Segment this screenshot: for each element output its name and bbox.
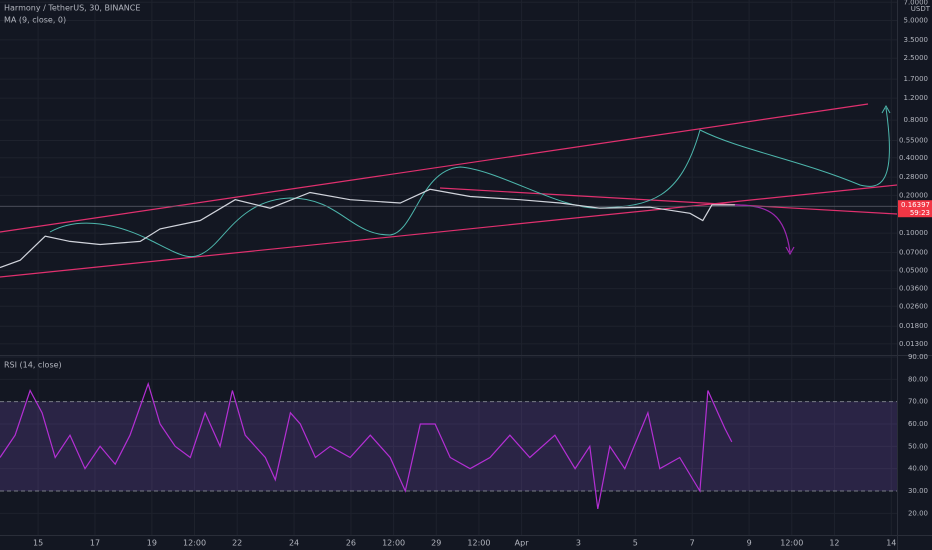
price-line (0, 188, 735, 269)
chart-title: Harmony / TetherUS, 30, BINANCE (4, 4, 140, 13)
x-tick-label: Apr (515, 539, 530, 548)
last-price-label: 0.16397 (901, 201, 930, 209)
y-tick-label: 0.28000 (899, 173, 928, 181)
y-tick-label: 7.0000 (904, 0, 929, 6)
trend-line (0, 184, 898, 278)
y-tick-label: 30.00 (908, 487, 928, 495)
x-tick-label: 24 (289, 539, 299, 548)
x-tick-label: 9 (747, 539, 752, 548)
y-tick-label: 0.05000 (899, 267, 928, 275)
unit-label: USDT (911, 5, 931, 13)
indicator-label: RSI (14, close) (4, 361, 62, 370)
y-tick-label: 60.00 (908, 420, 928, 428)
x-tick-label: 26 (346, 539, 356, 548)
x-tick-label: 5 (633, 539, 638, 548)
y-tick-label: 20.00 (908, 509, 928, 517)
projection-curve (49, 107, 890, 258)
y-tick-label: 0.03600 (899, 285, 928, 293)
rsi-band (0, 401, 897, 492)
y-tick-label: 90.00 (908, 353, 928, 361)
x-tick-label: 17 (90, 539, 100, 548)
y-tick-label: 5.0000 (904, 17, 929, 25)
trend-line (0, 103, 869, 233)
last-price-box (898, 200, 932, 218)
y-tick-label: 40.00 (908, 465, 928, 473)
x-tick-label: 7 (690, 539, 695, 548)
x-tick-label: 19 (147, 539, 157, 548)
x-tick-label: 12:00 (382, 539, 405, 548)
x-tick-label: 15 (33, 539, 43, 548)
y-tick-label: 70.00 (908, 398, 928, 406)
y-tick-label: 0.40000 (899, 154, 928, 162)
y-tick-label: 0.10000 (899, 229, 928, 237)
price-line (0, 381, 733, 510)
x-tick-label: 12 (829, 539, 839, 548)
y-tick-label: 3.5000 (904, 36, 929, 44)
x-tick-label: 29 (431, 539, 441, 548)
arrow-head (881, 104, 891, 114)
x-tick-label: 22 (232, 539, 242, 548)
y-tick-label: 0.01300 (899, 340, 928, 348)
x-tick-label: 12:00 (183, 539, 206, 548)
projection-curve (734, 204, 791, 253)
x-tick-label: 3 (576, 539, 581, 548)
y-tick-label: 0.07000 (899, 248, 928, 256)
y-tick-label: 2.5000 (904, 54, 929, 62)
trend-line (439, 187, 898, 215)
drawings (0, 103, 898, 278)
x-tick-label: 12:00 (467, 539, 490, 548)
x-tick-label: 12:00 (780, 539, 803, 548)
indicator-label: MA (9, close, 0) (4, 16, 66, 25)
x-tick-label: 14 (886, 539, 896, 548)
y-tick-label: 0.55000 (899, 136, 928, 144)
y-tick-label: 1.2000 (904, 94, 929, 102)
grid (0, 0, 897, 535)
y-tick-label: 0.02600 (899, 302, 928, 310)
y-tick-label: 50.00 (908, 442, 928, 450)
y-tick-label: 0.01800 (899, 322, 928, 330)
y-tick-label: 0.8000 (904, 116, 929, 124)
y-tick-label: 0.20000 (899, 191, 928, 199)
y-tick-label: 1.7000 (904, 75, 929, 83)
arrow-head (785, 246, 795, 256)
countdown-label: 59:23 (910, 209, 930, 217)
y-tick-label: 80.00 (908, 375, 928, 383)
